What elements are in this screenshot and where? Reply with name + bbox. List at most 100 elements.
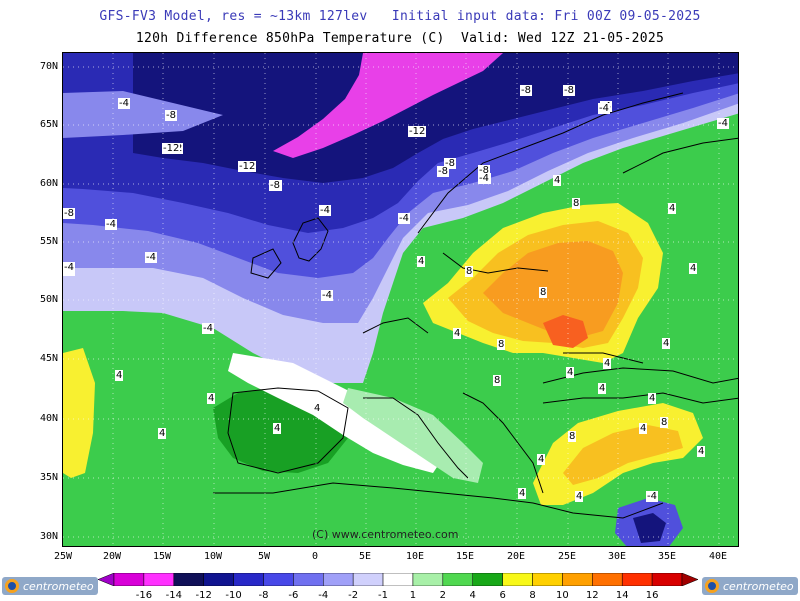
colorbar-swatch <box>562 573 593 586</box>
contour-label: 4 <box>417 256 426 267</box>
contour-label: 4 <box>689 263 698 274</box>
field-yellow-atlantic <box>63 348 95 478</box>
color-scale-bar <box>98 573 698 586</box>
lon-label: 25E <box>557 551 577 562</box>
lon-label: 20W <box>102 551 122 562</box>
colorbar-label: -12 <box>195 590 212 601</box>
contour-label: -8 <box>563 85 575 96</box>
colorbar-label: 8 <box>529 590 536 601</box>
colorbar-swatch <box>113 573 145 586</box>
contour-label: 4 <box>518 488 527 499</box>
lon-label: 20E <box>506 551 526 562</box>
lon-label: 5E <box>358 551 372 562</box>
lat-label: 70N <box>39 61 58 72</box>
lon-label: 15E <box>455 551 475 562</box>
colorbar-swatch <box>143 573 175 586</box>
contour-label: -12 <box>162 143 181 154</box>
lat-label: 35N <box>39 472 58 483</box>
field-gold-aegean <box>563 425 683 485</box>
lon-label: 5W <box>257 551 271 562</box>
contour-label: 4 <box>648 393 657 404</box>
contour-label: 4 <box>697 446 706 457</box>
contour-label: -4 <box>598 103 610 114</box>
colorbar-label: 16 <box>645 590 659 601</box>
temperature-difference-map: -4 -8 -12 -12 -8 -12 -8 -8 -4 -8 -8 -12 … <box>62 52 739 547</box>
contour-label: -12 <box>238 161 257 172</box>
field-orange <box>483 241 623 338</box>
colorbar-label: 6 <box>499 590 506 601</box>
contour-label: -4 <box>478 173 490 184</box>
lon-label: 30E <box>607 551 627 562</box>
colorbar-swatch <box>502 573 533 586</box>
lon-label: 10W <box>203 551 223 562</box>
colorbar-swatch <box>173 573 204 586</box>
map-field <box>63 53 738 546</box>
contour-label: -12 <box>408 126 427 137</box>
contour-label: 4 <box>158 428 167 439</box>
contour-label: -4 <box>202 323 214 334</box>
colorbar-swatch <box>651 573 683 586</box>
contour-label: 4 <box>566 367 575 378</box>
lon-label: 35E <box>657 551 677 562</box>
contour-label: -4 <box>63 262 75 273</box>
contour-label: 4 <box>207 393 216 404</box>
contour-label: -4 <box>118 98 130 109</box>
colorbar-swatch <box>412 573 444 586</box>
colorbar-arrow-left <box>98 573 115 586</box>
lon-label: 10E <box>405 551 425 562</box>
colorbar-label: 1 <box>409 590 417 601</box>
colorbar-arrow-right <box>681 573 698 586</box>
lat-label: 50N <box>39 294 58 305</box>
model-run-title: GFS-FV3 Model, res = ~13km 127lev Initia… <box>99 9 701 24</box>
contour-label: -8 <box>444 158 456 169</box>
colorbar-label: 12 <box>585 590 599 601</box>
contour-label: 8 <box>572 198 581 209</box>
lon-label: 15W <box>152 551 172 562</box>
logo-text: centrometeo <box>723 579 794 593</box>
contour-label: -4 <box>717 118 729 129</box>
lon-label: 0 <box>311 551 319 562</box>
colorbar-swatch <box>592 573 623 586</box>
contour-label: -4 <box>319 205 331 216</box>
contour-label: 4 <box>598 383 607 394</box>
contour-label: -8 <box>269 180 281 191</box>
colorbar-label: -8 <box>258 590 269 601</box>
colorbar-label: 14 <box>615 590 629 601</box>
logo-text: centrometeo <box>23 579 94 593</box>
colorbar-label: -14 <box>165 590 182 601</box>
centrometeo-logo-left: centrometeo <box>2 577 98 595</box>
colorbar-swatch <box>472 573 503 586</box>
contour-label: -8 <box>520 85 532 96</box>
field-light-blue-west <box>63 91 223 138</box>
colorbar-label: -1 <box>378 590 389 601</box>
contour-label: -8 <box>437 166 449 177</box>
colorbar-swatch <box>352 573 384 586</box>
lat-label: 55N <box>39 236 58 247</box>
contour-label: -8 <box>165 110 177 121</box>
contour-label: 4 <box>313 403 322 414</box>
contour-label: -4 <box>398 213 410 224</box>
colorbar-swatch <box>442 573 473 586</box>
lon-label: 25W <box>53 551 73 562</box>
copyright-text: (C) www.centrometeo.com <box>312 528 459 541</box>
lat-label: 65N <box>39 119 58 130</box>
contour-label: 8 <box>660 417 669 428</box>
colorbar-swatch <box>621 573 653 586</box>
lat-label: 45N <box>39 353 58 364</box>
colorbar-label: -10 <box>225 590 242 601</box>
colorbar-label: -4 <box>318 590 329 601</box>
contour-label: 4 <box>575 491 584 502</box>
colorbar-swatch <box>293 573 324 586</box>
colorbar-swatch <box>323 573 354 586</box>
contour-label: 4 <box>273 423 282 434</box>
contour-label: 4 <box>537 454 546 465</box>
contour-label: 8 <box>497 339 506 350</box>
colorbar-label: -16 <box>135 590 153 601</box>
lon-label: 40E <box>708 551 728 562</box>
contour-label: -4 <box>145 252 157 263</box>
contour-label: 4 <box>115 370 124 381</box>
field-magenta <box>273 53 503 158</box>
colorbar-swatch <box>532 573 563 586</box>
colorbar-label: -2 <box>348 590 359 601</box>
colorbar-label: 4 <box>469 590 476 601</box>
